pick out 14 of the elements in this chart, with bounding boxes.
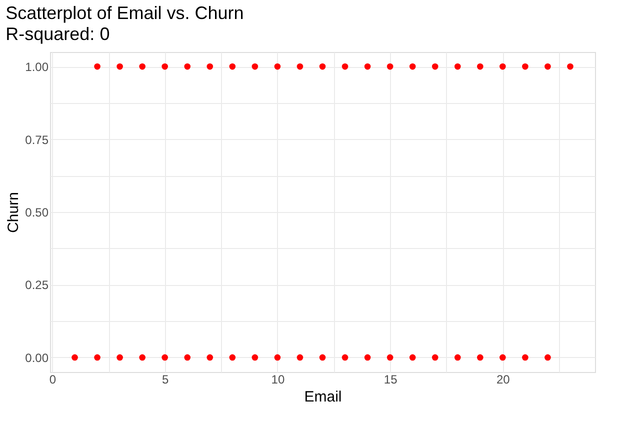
y-tick-label: 0.00 xyxy=(25,350,49,365)
y-tick-label: 1.00 xyxy=(25,60,49,74)
x-tick-label: 15 xyxy=(384,372,398,386)
chart-subtitle: R-squared: 0 xyxy=(6,24,110,44)
y-tick-label: 0.25 xyxy=(25,278,49,292)
y-tick-label: 0.75 xyxy=(25,132,49,147)
x-tick-label: 0 xyxy=(49,372,56,386)
y-axis-title: Churn xyxy=(5,192,22,233)
x-tick-label: 10 xyxy=(271,372,285,386)
x-tick-label: 5 xyxy=(162,372,170,386)
chart-title: Scatterplot of Email vs. Churn xyxy=(6,3,244,23)
x-axis-title: Email xyxy=(304,388,342,406)
y-tick-label: 0.50 xyxy=(25,206,49,220)
x-tick-label: 20 xyxy=(496,372,510,386)
